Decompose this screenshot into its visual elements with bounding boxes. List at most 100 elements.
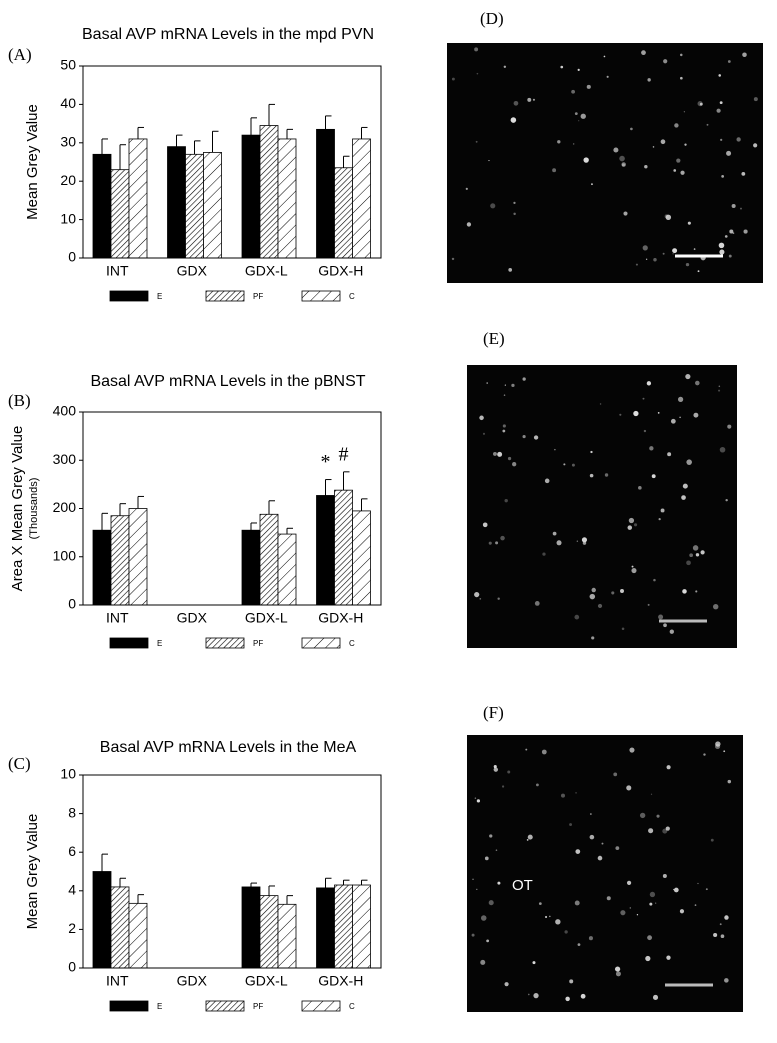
cell <box>563 463 566 466</box>
cell <box>629 907 631 909</box>
cell <box>710 838 714 842</box>
cell <box>719 446 726 453</box>
cell <box>560 65 564 69</box>
bar <box>128 138 148 259</box>
bar <box>128 902 148 969</box>
cell <box>727 60 731 63</box>
cell <box>472 878 474 881</box>
image-annotation: OT <box>512 877 533 894</box>
cell <box>683 111 686 113</box>
legend-swatch <box>301 637 341 649</box>
cell <box>510 117 517 123</box>
bar <box>92 153 112 259</box>
cell <box>549 915 551 918</box>
x-tick-label: GDX-H <box>318 263 363 279</box>
cell <box>503 394 506 396</box>
cell <box>673 887 679 893</box>
cell <box>522 377 526 381</box>
cell <box>686 560 691 566</box>
cell <box>697 882 699 885</box>
cell <box>728 254 732 258</box>
cell <box>753 97 758 102</box>
cell <box>684 143 687 146</box>
cell <box>513 201 516 205</box>
cell <box>569 979 574 984</box>
bar <box>352 510 371 606</box>
cell <box>649 902 653 906</box>
cell <box>580 993 586 999</box>
y-tick-label: 50 <box>60 57 76 73</box>
y-tick-label: 30 <box>60 134 76 150</box>
cell <box>753 143 758 148</box>
cell <box>513 212 516 216</box>
cell <box>687 221 691 225</box>
cell <box>680 76 683 80</box>
cell <box>583 157 589 163</box>
cell <box>741 172 746 176</box>
cell <box>636 914 639 916</box>
panel-label: (B) <box>8 391 31 410</box>
cell <box>647 603 650 606</box>
cell <box>720 934 725 939</box>
x-tick-label: INT <box>106 263 129 279</box>
cell <box>619 155 625 162</box>
legend-label: E <box>157 639 162 648</box>
micrograph <box>447 43 763 283</box>
panel-label: (E) <box>483 329 505 348</box>
cell <box>504 498 508 503</box>
cell <box>474 797 477 799</box>
cell <box>597 603 603 609</box>
bar <box>167 146 186 259</box>
cell <box>719 101 723 105</box>
cell <box>651 474 656 479</box>
cell <box>619 413 622 416</box>
cell <box>647 935 653 941</box>
cell <box>476 72 479 75</box>
cell <box>527 834 533 840</box>
cell <box>480 915 487 921</box>
cell <box>474 591 480 598</box>
cell <box>633 523 638 527</box>
cell <box>482 432 486 435</box>
legend-swatch <box>301 290 341 302</box>
cell <box>721 175 725 178</box>
cell <box>603 55 606 58</box>
cell <box>724 235 728 238</box>
legend-swatch <box>301 1000 341 1012</box>
bar <box>203 151 222 259</box>
cell <box>666 765 671 770</box>
y-tick-label: 8 <box>68 804 76 820</box>
cell <box>713 603 719 610</box>
cell <box>674 123 679 128</box>
y-tick-label: 4 <box>68 882 76 898</box>
cell <box>686 459 692 465</box>
x-tick-label: GDX <box>177 610 208 626</box>
cell <box>649 446 654 451</box>
bar <box>128 508 148 606</box>
cell <box>451 257 455 261</box>
cell <box>571 463 575 467</box>
cell <box>736 137 741 142</box>
cell <box>589 834 595 840</box>
bar <box>316 887 335 969</box>
bar <box>241 134 261 259</box>
y-axis-label: Mean Grey Value <box>24 814 41 930</box>
cell <box>554 448 556 451</box>
legend-swatch <box>205 290 245 302</box>
cell <box>533 435 539 440</box>
cell <box>660 139 666 145</box>
cell <box>695 590 698 593</box>
cell <box>719 923 722 926</box>
cell <box>630 127 633 131</box>
cell <box>500 535 505 541</box>
cell <box>527 97 532 102</box>
cell <box>497 451 503 457</box>
bar <box>259 513 279 606</box>
cell <box>672 248 678 254</box>
cell <box>474 47 479 52</box>
legend-label: E <box>157 1002 162 1011</box>
cell <box>604 473 609 477</box>
bar <box>110 169 130 259</box>
cell <box>648 828 654 834</box>
